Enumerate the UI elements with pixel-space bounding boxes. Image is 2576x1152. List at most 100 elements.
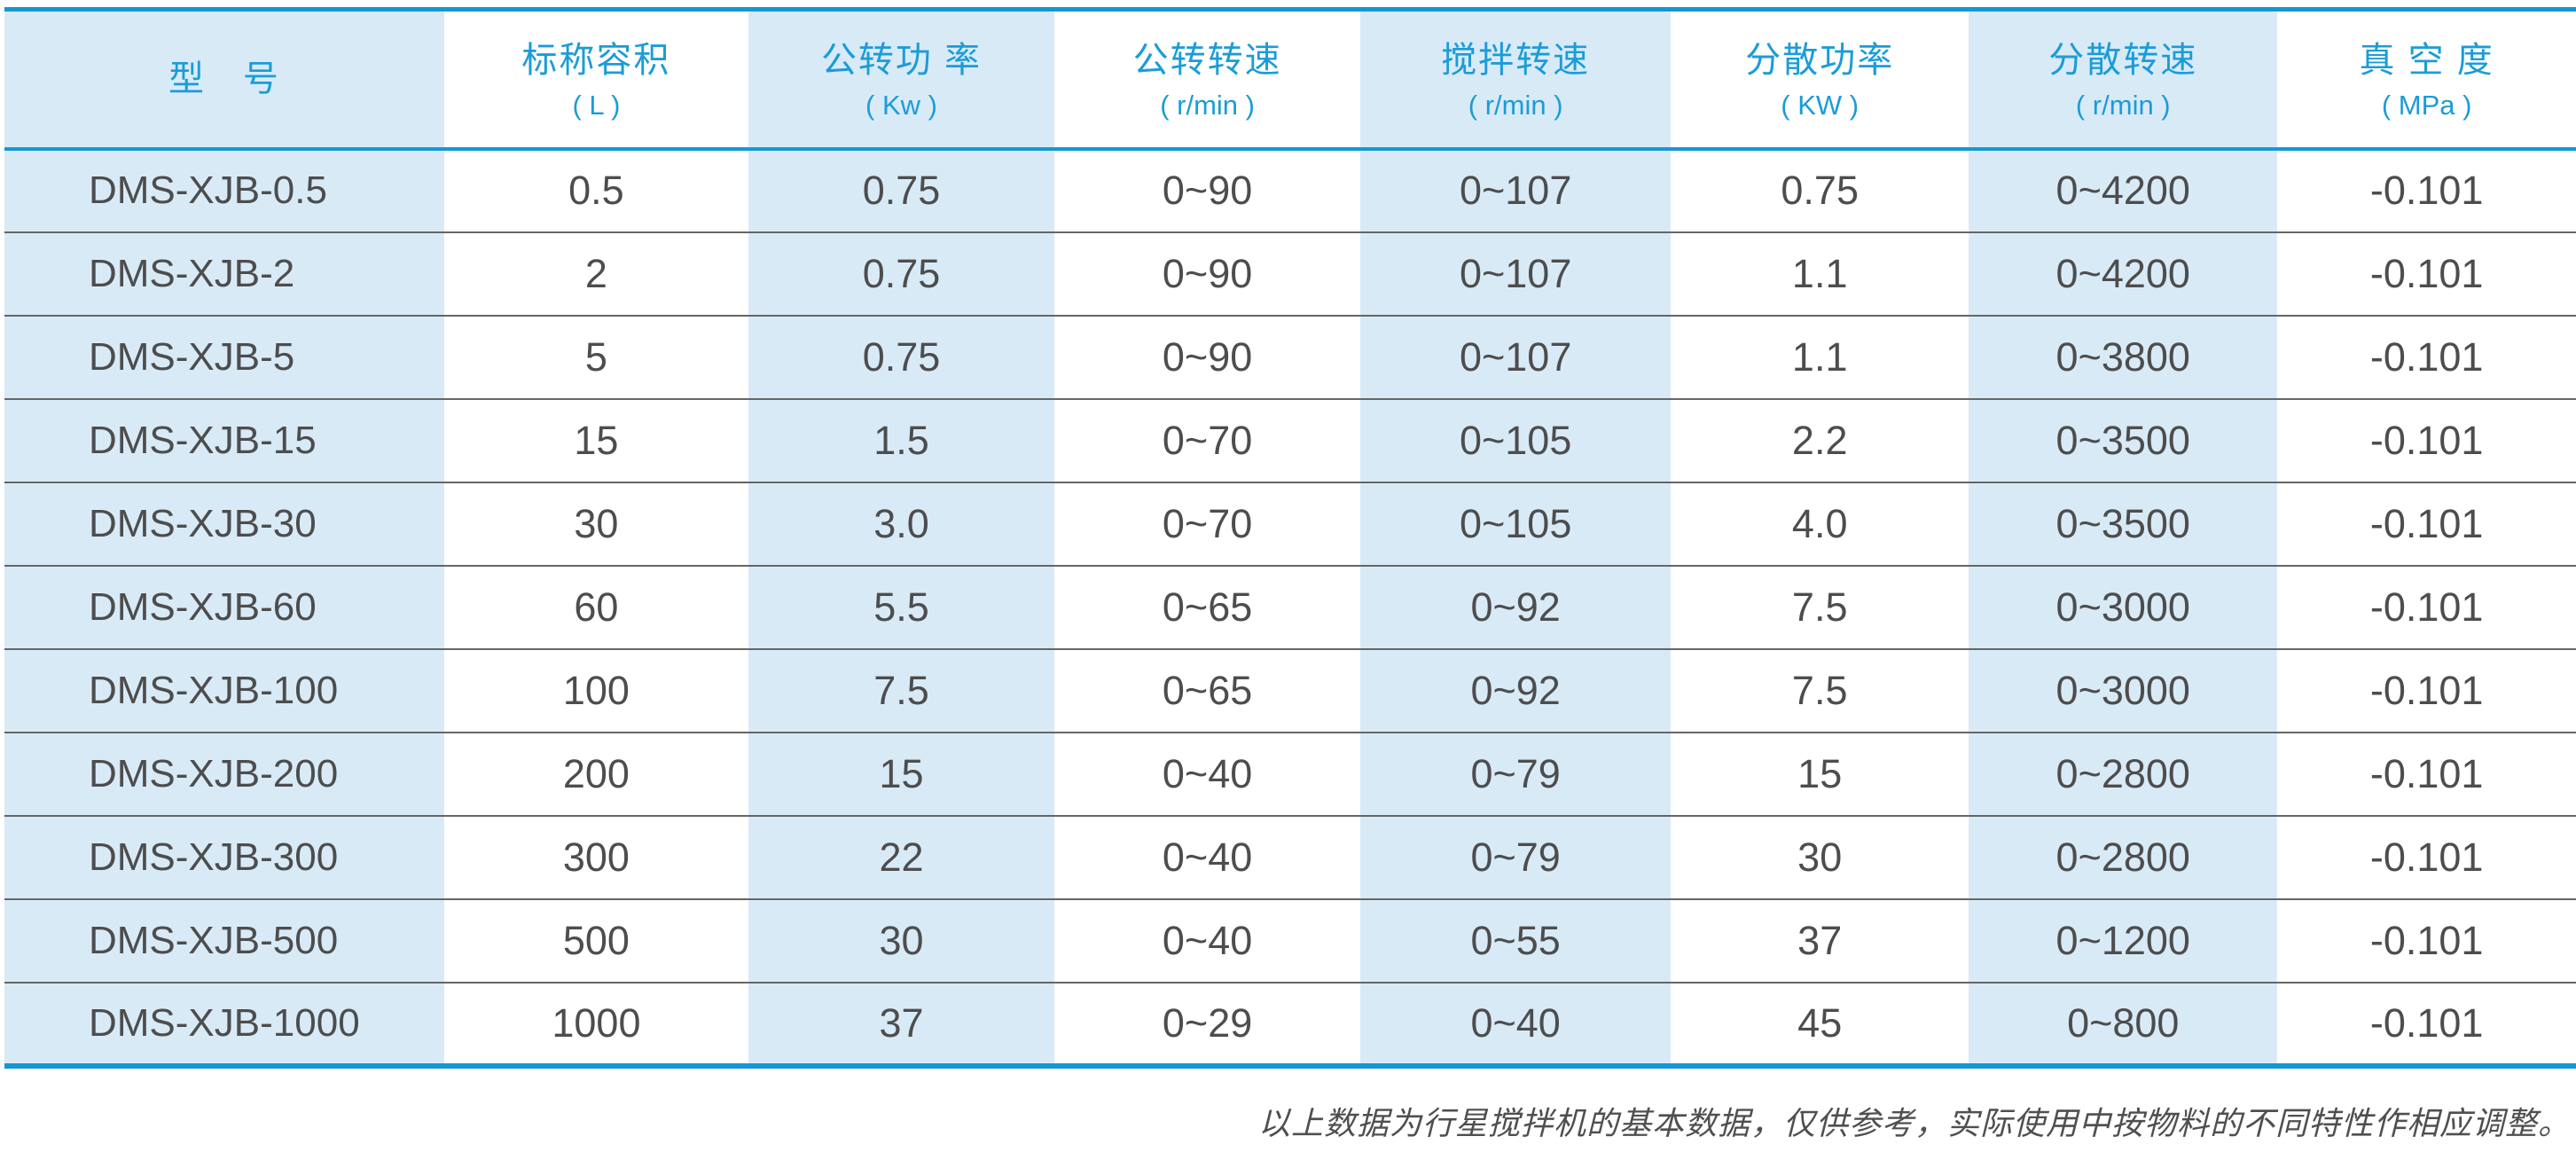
- value-cell: 7.5: [1791, 584, 1848, 630]
- table-row: DMS-XJB-1000 1000 37 0~29 0~40 45 0~800 -0.101: [4, 982, 2576, 1066]
- column-title: 型 号: [168, 59, 280, 99]
- model-cell: DMS-XJB-0.5: [4, 148, 444, 232]
- value-cell: 0~92: [1360, 648, 1672, 733]
- value-cell: 0~2800: [1969, 732, 2278, 816]
- model-cell: DMS-XJB-200: [4, 732, 444, 816]
- table-header: 型 号 标称容积 ( L ) 公转功 率( Kw ) 公转转速 ( r/min ) 搅拌转速…: [4, 9, 2576, 149]
- value-cell: 0~90: [1162, 333, 1253, 380]
- spec-table-wrapper: 型 号 标称容积 ( L ) 公转功 率( Kw ) 公转转速 ( r/min ) 搅拌转速…: [4, 7, 2576, 1069]
- value-cell: 0~3000: [1969, 648, 2278, 733]
- value-cell: 15: [1797, 750, 1843, 796]
- column-unit: ( Kw ): [865, 89, 937, 121]
- value-cell: 0~70: [1162, 500, 1253, 546]
- value-cell: -0.101: [2369, 333, 2484, 380]
- value-cell: 0~2800: [1969, 815, 2278, 899]
- value-cell: -0.101: [2369, 917, 2484, 963]
- value-cell: 0~29: [1162, 999, 1253, 1046]
- value-cell: 5: [584, 333, 607, 380]
- column-unit: ( KW ): [1781, 89, 1860, 121]
- column-header: 标称容积 ( L ): [444, 10, 748, 149]
- table-row: DMS-XJB-15 15 1.5 0~70 0~105 2.2 0~3500 -0.101: [4, 398, 2576, 482]
- column-unit: ( r/min ): [2075, 89, 2171, 121]
- value-cell: 0~3500: [1969, 482, 2278, 566]
- value-cell: 2.2: [1791, 417, 1848, 463]
- value-cell: 0.75: [748, 231, 1055, 316]
- table-row: DMS-XJB-500 500 30 0~40 0~55 37 0~1200 -0.101: [4, 898, 2576, 983]
- value-cell: 0~70: [1162, 417, 1253, 463]
- value-cell: 0~90: [1162, 168, 1253, 213]
- model-cell: DMS-XJB-100: [4, 648, 444, 733]
- value-cell: 1000: [552, 999, 641, 1046]
- value-cell: 30: [1797, 834, 1843, 880]
- value-cell: 0~107: [1360, 315, 1672, 399]
- value-cell: -0.101: [2369, 584, 2484, 630]
- value-cell: 0~4200: [1969, 148, 2278, 232]
- value-cell: 0~65: [1162, 667, 1253, 713]
- model-cell: DMS-XJB-2: [4, 231, 444, 316]
- model-cell: DMS-XJB-1000: [4, 982, 444, 1066]
- value-cell: 0~92: [1360, 565, 1672, 649]
- model-cell: DMS-XJB-300: [4, 815, 444, 899]
- value-cell: 0~79: [1360, 815, 1672, 899]
- value-cell: 0~3800: [1969, 315, 2278, 399]
- value-cell: 7.5: [1791, 667, 1848, 713]
- column-header: 分散转速 ( r/min ): [1969, 9, 2278, 149]
- value-cell: 500: [562, 917, 630, 963]
- column-header: 公转转速 ( r/min ): [1054, 10, 1360, 149]
- value-cell: 0.75: [748, 148, 1055, 232]
- table-row: DMS-XJB-300 300 22 0~40 0~79 30 0~2800 -0.101: [4, 815, 2576, 899]
- value-cell: -0.101: [2369, 500, 2484, 546]
- value-cell: 30: [574, 500, 619, 546]
- value-cell: 1.1: [1791, 333, 1848, 380]
- value-cell: 37: [1797, 917, 1843, 963]
- column-title: 公转转速: [1132, 40, 1282, 80]
- model-cell: DMS-XJB-5: [4, 315, 444, 399]
- value-cell: 0~3000: [1969, 565, 2278, 649]
- value-cell: 0~90: [1162, 250, 1253, 296]
- model-cell: DMS-XJB-60: [4, 565, 444, 649]
- value-cell: 3.0: [748, 482, 1055, 566]
- header-row: 型 号 标称容积 ( L ) 公转功 率( Kw ) 公转转速 ( r/min ) 搅拌转速…: [4, 9, 2576, 149]
- table-row: DMS-XJB-2 2 0.75 0~90 0~107 1.1 0~4200 -0.101: [4, 231, 2576, 316]
- column-unit: ( L ): [572, 89, 621, 121]
- value-cell: 22: [748, 815, 1055, 899]
- value-cell: 0~65: [1162, 584, 1253, 630]
- spec-table: 型 号 标称容积 ( L ) 公转功 率( Kw ) 公转转速 ( r/min ) 搅拌转速…: [4, 7, 2576, 1069]
- model-cell: DMS-XJB-500: [4, 898, 444, 983]
- table-row: DMS-XJB-5 5 0.75 0~90 0~107 1.1 0~3800 -0.101: [4, 315, 2576, 399]
- column-title: 标称容积: [521, 40, 671, 80]
- value-cell: 30: [748, 898, 1055, 983]
- value-cell: 0~105: [1360, 398, 1672, 482]
- value-cell: 0~40: [1162, 834, 1253, 880]
- value-cell: 100: [562, 667, 630, 713]
- column-title: 搅拌转速: [1441, 40, 1591, 80]
- value-cell: 15: [574, 417, 619, 463]
- column-title: 分散转速: [2048, 40, 2198, 80]
- table-row: DMS-XJB-200 200 15 0~40 0~79 15 0~2800 -0.101: [4, 732, 2576, 816]
- column-unit: ( r/min ): [1468, 89, 1563, 121]
- value-cell: 0~105: [1360, 482, 1672, 566]
- model-cell: DMS-XJB-30: [4, 482, 444, 566]
- value-cell: 0~40: [1360, 982, 1672, 1066]
- model-cell: DMS-XJB-15: [4, 398, 444, 482]
- table-row: DMS-XJB-0.5 0.5 0.75 0~90 0~107 0.75 0~4200 -0.…: [4, 148, 2576, 232]
- value-cell: 0.5: [568, 168, 624, 213]
- value-cell: 0~79: [1360, 732, 1672, 816]
- value-cell: 45: [1797, 999, 1843, 1046]
- value-cell: -0.101: [2369, 750, 2484, 796]
- value-cell: 5.5: [748, 565, 1055, 649]
- value-cell: 0~4200: [1969, 231, 2278, 316]
- value-cell: 1.1: [1791, 250, 1848, 296]
- value-cell: -0.101: [2369, 417, 2484, 463]
- column-header: 真 空 度 ( MPa ): [2277, 10, 2576, 149]
- column-title: 分散功率: [1745, 40, 1895, 80]
- column-header: 公转功 率 ( Kw ): [748, 9, 1055, 149]
- column-header: 型 号: [4, 9, 444, 149]
- value-cell: 0~3500: [1969, 398, 2278, 482]
- value-cell: 0~55: [1360, 898, 1672, 983]
- column-title: 真 空 度: [2359, 40, 2494, 80]
- column-unit: ( r/min ): [1160, 89, 1255, 121]
- value-cell: 0.75: [748, 315, 1055, 399]
- value-cell: 200: [562, 750, 630, 796]
- column-unit: ( MPa ): [2381, 89, 2472, 121]
